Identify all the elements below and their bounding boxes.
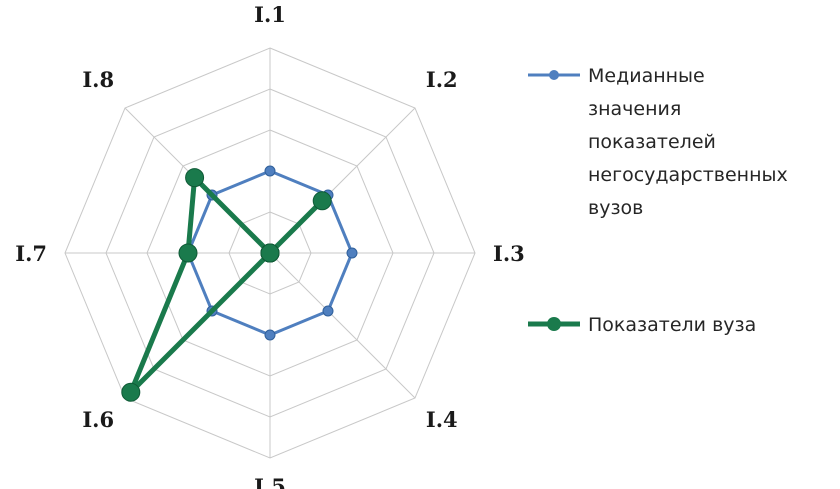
axis-label-I.5: I.5 xyxy=(254,474,286,489)
series-2 xyxy=(121,168,332,402)
legend-label-1-line-2: значения xyxy=(588,98,681,120)
series-1-point-I.3 xyxy=(346,247,358,259)
series-1-point-I.5 xyxy=(264,329,276,341)
series-2-point-I.7 xyxy=(178,243,198,263)
legend-label-2-line-1: Показатели вуза xyxy=(588,314,756,336)
legend-swatch-marker-2 xyxy=(547,317,561,331)
series-2-point-I.8 xyxy=(185,168,205,188)
series xyxy=(121,165,358,402)
legend-item-1: Медианные значения показателей негосударств… xyxy=(528,65,788,219)
legend-label-1-line-5: вузов xyxy=(588,197,643,219)
series-2-point-I.5 xyxy=(260,243,280,263)
axis-spoke-I.4 xyxy=(269,252,416,399)
series-1-point-I.4 xyxy=(322,305,334,317)
legend-label-1-line-1: Медианные xyxy=(588,65,705,87)
series-2-point-I.2 xyxy=(312,191,332,211)
axis-label-I.2: I.2 xyxy=(426,67,458,92)
axis-label-I.1: I.1 xyxy=(254,2,286,27)
axis-label-I.3: I.3 xyxy=(493,241,525,266)
axis-label-I.4: I.4 xyxy=(426,407,458,432)
series-2-line xyxy=(128,175,325,395)
legend-item-2: Показатели вуза xyxy=(528,314,756,336)
axis-labels: I.1 I.2 I.3 I.4 I.5 I.6 I.7 I.8 xyxy=(15,2,525,489)
legend-label-1-line-4: негосударственных xyxy=(588,164,788,186)
legend: Медианные значения показателей негосударств… xyxy=(528,65,788,336)
legend-label-1-line-3: показателей xyxy=(588,131,716,153)
legend-swatch-marker-1 xyxy=(549,70,559,80)
axis-label-I.7: I.7 xyxy=(15,241,47,266)
series-2-point-I.6 xyxy=(121,382,141,402)
series-1-point-I.1 xyxy=(264,165,276,177)
axis-label-I.6: I.6 xyxy=(82,407,114,432)
axis-label-I.8: I.8 xyxy=(82,67,114,92)
